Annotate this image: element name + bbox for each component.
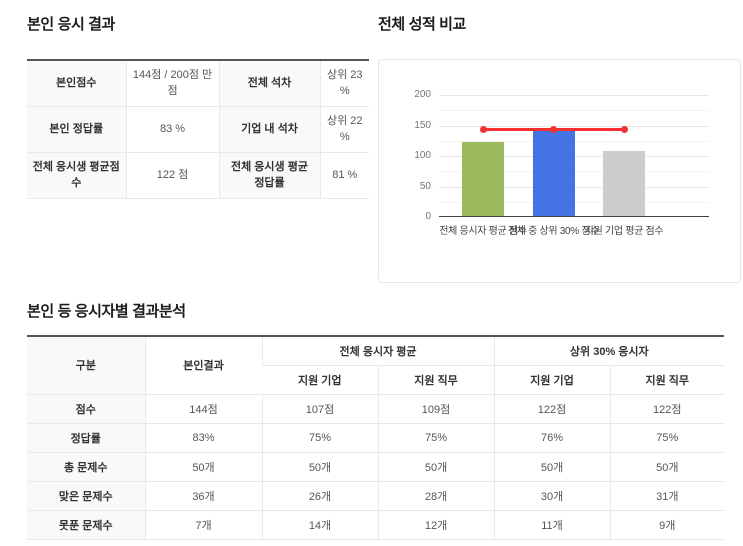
score-comparison-section: 전체 성적 비교 0 50 100 150 200 전체 응시자 평균 점수 전체 중 상위…: [378, 16, 741, 283]
value-cell: 12개: [377, 510, 495, 540]
value-cell: 83 %: [125, 106, 219, 153]
value-cell: 30개: [493, 481, 611, 511]
value-cell: 50개: [609, 452, 725, 482]
value-cell: 11개: [493, 510, 611, 540]
row-label-cell: 전체 응시생 평균 정답률: [218, 152, 320, 199]
value-cell: 26개: [261, 481, 378, 511]
comparison-chart-title: 전체 성적 비교: [378, 16, 466, 33]
gridline: [439, 110, 709, 112]
y-axis-tick-label: 200: [414, 89, 431, 100]
row-label-cell: 본인 정답률: [27, 106, 126, 153]
row-label-cell: 정답률: [27, 423, 145, 453]
bar: [532, 131, 575, 216]
row-label-cell: 본인점수: [27, 60, 126, 107]
value-cell: 31개: [609, 481, 725, 511]
personal-result-section: 본인 응시 결과 본인점수 144점 / 200점 만점 전체 석차 상위 23…: [27, 16, 369, 199]
value-cell: 7개: [144, 510, 262, 540]
row-label-cell: 맞은 문제수: [27, 481, 145, 511]
reference-point: [620, 125, 628, 133]
value-cell: 50개: [261, 452, 378, 482]
value-cell: 144점 / 200점 만점: [125, 60, 219, 107]
value-cell: 14개: [261, 510, 378, 540]
bar: [462, 141, 504, 216]
gridline: [439, 95, 709, 96]
value-cell: 9개: [609, 510, 725, 540]
value-cell: 75%: [377, 423, 495, 453]
gridline: [439, 125, 709, 127]
table-row: 점수 144점 107점 109점 122점 122점: [27, 394, 725, 424]
bar: [603, 150, 645, 216]
value-cell: 107점: [261, 394, 378, 424]
table-row: 못푼 문제수 7개 14개 12개 11개 9개: [27, 510, 725, 540]
x-axis-category-label: 지원 기업 평균 점수: [584, 226, 664, 237]
table-header-row: 지원 기업 지원 직무 지원 기업 지원 직무: [27, 365, 725, 395]
table-row: 본인 정답률 83 % 기업 내 석차 상위 22 %: [27, 106, 369, 153]
table-row: 전체 응시생 평균점수 122 점 전체 응시생 평균 정답률 81 %: [27, 152, 369, 199]
x-axis-category-label: 전체 중 상위 30% 점수: [507, 226, 600, 237]
analysis-section: 본인 등 응시자별 결과분석 구분 본인결과 전체 응시자 평균 상위 30% …: [27, 303, 725, 540]
value-cell: 109점: [377, 394, 495, 424]
y-axis-tick-label: 150: [414, 119, 431, 131]
chart-plot-area: [439, 95, 709, 217]
header-category: 구분: [27, 336, 145, 395]
row-label-cell: 못푼 문제수: [27, 510, 145, 540]
reference-point: [479, 125, 487, 133]
analysis-title: 본인 등 응시자별 결과분석: [27, 303, 186, 320]
analysis-table: 구분 본인결과 전체 응시자 평균 상위 30% 응시자 지원 기업 지원 직무…: [27, 335, 725, 540]
row-label-cell: 전체 석차: [218, 60, 320, 107]
header-group-top30: 상위 30% 응시자: [493, 336, 725, 366]
value-cell: 50개: [377, 452, 495, 482]
value-cell: 75%: [609, 423, 725, 453]
value-cell: 122 점: [125, 152, 219, 199]
header-group-all-average: 전체 응시자 평균: [261, 336, 495, 366]
value-cell: 83%: [144, 423, 262, 453]
row-label-cell: 총 문제수: [27, 452, 145, 482]
y-axis-tick-label: 50: [419, 180, 431, 192]
value-cell: 75%: [261, 423, 378, 453]
value-cell: 122점: [609, 394, 725, 424]
value-cell: 상위 23 %: [319, 60, 369, 107]
personal-result-table: 본인점수 144점 / 200점 만점 전체 석차 상위 23 % 본인 정답률…: [27, 59, 369, 199]
row-label-cell: 전체 응시생 평균점수: [27, 152, 126, 199]
table-row: 본인점수 144점 / 200점 만점 전체 석차 상위 23 %: [27, 60, 369, 107]
reference-point: [550, 125, 557, 133]
y-axis-tick-label: 100: [414, 150, 431, 161]
row-label-cell: 점수: [27, 394, 145, 424]
table-row: 맞은 문제수 36개 26개 28개 30개 31개: [27, 481, 725, 511]
value-cell: 50개: [493, 452, 611, 482]
value-cell: 81 %: [319, 152, 369, 199]
header-sub-company: 지원 기업: [262, 365, 378, 395]
header-sub-company: 지원 기업: [493, 365, 611, 395]
value-cell: 28개: [377, 481, 495, 511]
comparison-bar-chart: 0 50 100 150 200 전체 응시자 평균 점수 전체 중 상위 30% 점수 지원…: [378, 59, 741, 283]
value-cell: 36개: [144, 481, 262, 511]
table-row: 총 문제수 50개 50개 50개 50개 50개: [27, 452, 725, 482]
y-axis-tick-label: 0: [425, 211, 431, 222]
value-cell: 144점: [144, 394, 262, 424]
personal-result-title: 본인 응시 결과: [27, 16, 115, 33]
table-row: 정답률 83% 75% 75% 76% 75%: [27, 423, 725, 453]
header-sub-job: 지원 직무: [609, 365, 725, 395]
value-cell: 50개: [144, 452, 262, 482]
row-label-cell: 기업 내 석차: [218, 106, 320, 153]
table-header-row: 구분 본인결과 전체 응시자 평균 상위 30% 응시자: [27, 336, 725, 395]
value-cell: 76%: [493, 423, 611, 453]
x-axis-category-label: 전체 응시자 평균 점수: [439, 226, 527, 237]
header-sub-job: 지원 직무: [377, 365, 495, 395]
value-cell: 122점: [493, 394, 611, 424]
value-cell: 상위 22 %: [319, 106, 369, 153]
header-personal-result: 본인결과: [144, 336, 262, 395]
